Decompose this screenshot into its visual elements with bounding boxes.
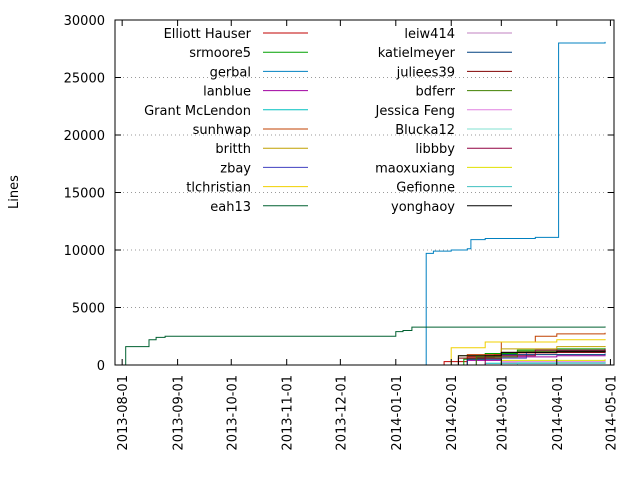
series-line — [123, 326, 606, 366]
legend-label: eah13 — [210, 200, 251, 215]
y-tick-label: 20000 — [64, 129, 105, 144]
series-line — [420, 41, 606, 366]
x-tick-label: 2014-02-01 — [445, 375, 460, 451]
legend-label: Grant McLendon — [144, 104, 251, 119]
x-tick-label: 2013-08-01 — [116, 375, 131, 451]
legend: Elliott Hauser srmoore5 gerbal lanblue Grant… — [144, 27, 512, 215]
legend-label: juliees39 — [396, 65, 455, 80]
y-tick-label: 0 — [97, 359, 105, 374]
y-tick-label: 30000 — [64, 14, 105, 29]
legend-label: sunhwap — [193, 123, 251, 138]
legend-label: britth — [215, 142, 251, 157]
y-tick-label: 25000 — [64, 72, 105, 87]
series-line — [433, 350, 606, 366]
legend-label: lanblue — [203, 85, 251, 100]
legend-label: tlchristian — [186, 181, 251, 196]
x-tick-label: 2013-12-01 — [334, 375, 349, 451]
legend-label: gerbal — [210, 65, 251, 80]
y-tick-label: 10000 — [64, 244, 105, 259]
legend-label: yonghaoy — [391, 200, 455, 215]
legend-label: katielmeyer — [378, 46, 456, 61]
y-axis-ticks: 0 5000 10000 15000 20000 25000 30000 — [64, 14, 614, 374]
x-axis-ticks: 2013-08-01 2013-09-01 2013-10-01 2013-11-01… — [116, 20, 619, 451]
legend-label: Elliott Hauser — [164, 27, 252, 42]
legend-label: maoxuxiang — [375, 161, 455, 176]
x-tick-label: 2014-05-01 — [604, 375, 619, 451]
legend-label: bdferr — [415, 85, 455, 100]
legend-label: leiw414 — [404, 27, 455, 42]
legend-label: srmoore5 — [189, 46, 251, 61]
x-tick-label: 2014-01-01 — [390, 375, 405, 451]
x-tick-label: 2013-11-01 — [281, 375, 296, 451]
x-tick-label: 2013-09-01 — [172, 375, 187, 451]
legend-label: zbay — [220, 161, 251, 176]
x-tick-label: 2014-03-01 — [495, 375, 510, 451]
legend-label: Blucka12 — [395, 123, 455, 138]
legend-label: libbby — [415, 142, 455, 157]
legend-label: Jessica Feng — [375, 104, 456, 119]
x-tick-label: 2014-04-01 — [551, 375, 566, 451]
legend-label: Gefionne — [396, 181, 455, 196]
y-tick-label: 5000 — [72, 302, 105, 317]
x-tick-label: 2013-10-01 — [225, 375, 240, 451]
y-tick-label: 15000 — [64, 187, 105, 202]
y-axis-label: Lines — [7, 175, 22, 209]
series-layer — [123, 41, 606, 366]
